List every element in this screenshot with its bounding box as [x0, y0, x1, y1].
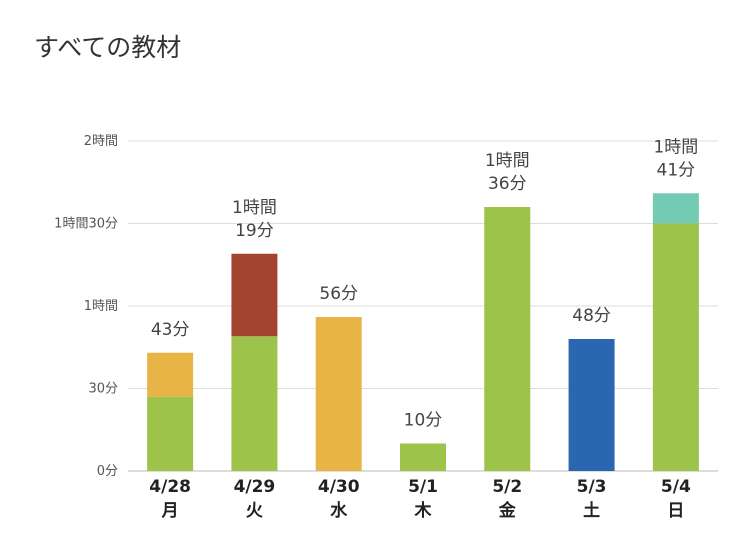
- chart-title: すべての教材: [34, 33, 182, 62]
- bar-segment: [568, 339, 615, 471]
- x-tick-date: 4/28: [149, 477, 191, 497]
- data-label: 10分: [404, 411, 443, 431]
- data-label: 19分: [235, 221, 274, 241]
- bar-segment: [484, 207, 531, 471]
- data-label: 48分: [572, 306, 611, 326]
- y-tick-label: 1時間30分: [54, 217, 118, 232]
- data-label: 1時間: [232, 198, 277, 218]
- data-label: 1時間: [485, 151, 530, 171]
- bar-segment: [147, 352, 194, 397]
- x-tick-date: 5/2: [492, 477, 522, 497]
- y-tick-label: 30分: [88, 382, 118, 397]
- x-tick-weekday: 火: [246, 501, 264, 521]
- data-label: 56分: [319, 284, 358, 304]
- bar-segment: [652, 193, 699, 224]
- x-tick-weekday: 土: [583, 500, 600, 521]
- x-tick-weekday: 金: [498, 500, 517, 521]
- bar-segment: [315, 317, 362, 471]
- x-tick-weekday: 水: [330, 500, 348, 521]
- x-tick-date: 5/3: [577, 477, 607, 497]
- data-label: 1時間: [653, 137, 698, 157]
- x-tick-date: 5/4: [661, 477, 691, 497]
- y-tick-label: 0分: [97, 464, 118, 479]
- x-tick-weekday: 月: [161, 501, 179, 521]
- data-label: 41分: [657, 160, 696, 180]
- x-tick-weekday: 木: [414, 500, 433, 521]
- y-tick-label: 2時間: [84, 134, 118, 149]
- x-tick-date: 4/30: [318, 477, 360, 497]
- data-label: 43分: [151, 320, 190, 340]
- bar-segment: [231, 336, 278, 471]
- bar-segment: [147, 396, 194, 471]
- x-tick-weekday: 日: [667, 501, 684, 521]
- data-label: 36分: [488, 174, 527, 194]
- bar-segment: [400, 443, 446, 471]
- bar-segment: [652, 223, 699, 471]
- y-tick-label: 1時間: [84, 299, 118, 314]
- x-tick-date: 4/29: [234, 477, 276, 497]
- x-tick-date: 5/1: [408, 477, 438, 497]
- bar-segment: [231, 253, 278, 337]
